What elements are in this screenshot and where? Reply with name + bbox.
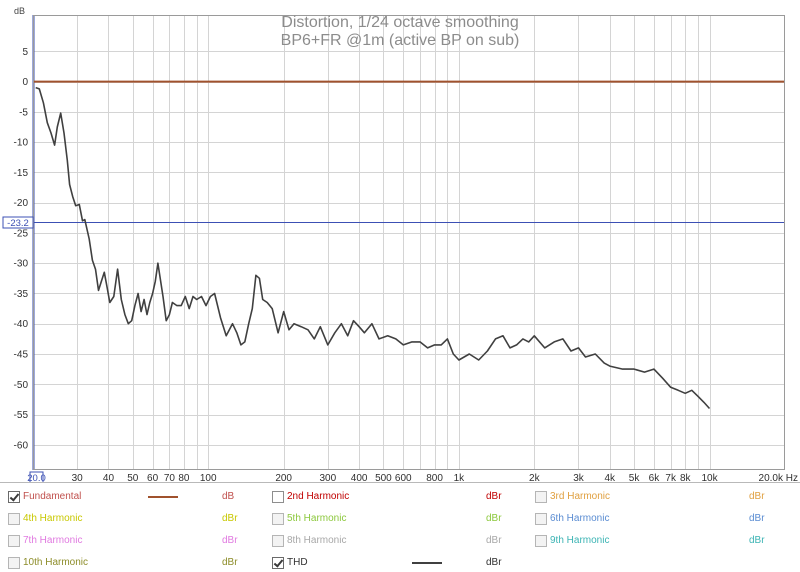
y-tick-label: -20 <box>14 198 29 209</box>
plot-border <box>33 15 785 470</box>
fundamental-checkbox[interactable] <box>8 491 20 503</box>
legend-unit: dBr <box>222 513 238 524</box>
legend-label: 4th Harmonic <box>23 513 83 524</box>
x-tick-label: 100 <box>200 473 217 482</box>
legend-swatch <box>148 496 178 498</box>
legend-panel: Fundamental dB 2nd Harmonic dBr 3rd Harm… <box>0 482 800 571</box>
legend-label: 9th Harmonic <box>550 535 610 546</box>
legend-unit: dBr <box>749 535 765 546</box>
y-axis-unit-label: dB <box>14 6 25 16</box>
legend-label: THD <box>287 557 308 568</box>
y-tick-label: -55 <box>14 410 29 421</box>
x-tick-label: 50 <box>127 473 139 482</box>
y-tick-label: -15 <box>14 168 29 179</box>
legend-item-6th-harmonic[interactable]: 6th Harmonic dBr <box>535 510 785 528</box>
legend-swatch <box>412 562 442 564</box>
y-tick-label: -10 <box>14 138 29 149</box>
legend-unit: dBr <box>749 513 765 524</box>
legend-item-8th-harmonic[interactable]: 8th Harmonic dBr <box>272 532 522 550</box>
legend-label: 5th Harmonic <box>287 513 347 524</box>
x-tick-label: 2k <box>529 473 541 482</box>
8th-harmonic-checkbox[interactable] <box>272 535 284 547</box>
y-tick-label: 0 <box>22 77 28 88</box>
legend-label: 3rd Harmonic <box>550 491 611 502</box>
x-tick-label: 3k <box>573 473 585 482</box>
legend-label: 8th Harmonic <box>287 535 347 546</box>
legend-item-7th-harmonic[interactable]: 7th Harmonic dBr <box>8 532 258 550</box>
x-tick-label: 60 <box>147 473 159 482</box>
x-tick-label: 30 <box>72 473 84 482</box>
x-tick-label: 500 <box>375 473 392 482</box>
plot-area <box>33 15 785 469</box>
legend-item-2nd-harmonic[interactable]: 2nd Harmonic dBr <box>272 488 522 506</box>
y-tick-label: -40 <box>14 319 29 330</box>
legend-item-10th-harmonic[interactable]: 10th Harmonic dBr <box>8 554 258 572</box>
y-axis-tick-labels: 5 0 -5 -10 -15 -20 -25 -30 -35 -40 -45 -50 -55 -60 <box>14 47 29 451</box>
x-tick-label: 600 <box>395 473 412 482</box>
3rd-harmonic-checkbox[interactable] <box>535 491 547 503</box>
x-tick-label: 20.0k Hz <box>759 473 798 482</box>
9th-harmonic-checkbox[interactable] <box>535 535 547 547</box>
x-tick-label: 10k <box>701 473 718 482</box>
chart-subtitle: BP6+FR @1m (active BP on sub) <box>281 32 520 49</box>
cursor-x-readout[interactable]: 20.0 <box>27 471 46 482</box>
legend-unit: dBr <box>222 535 238 546</box>
x-tick-label: 400 <box>351 473 368 482</box>
legend-unit: dBr <box>749 491 765 502</box>
x-tick-label: 200 <box>275 473 292 482</box>
legend-item-3rd-harmonic[interactable]: 3rd Harmonic dBr <box>535 488 785 506</box>
x-tick-label: 80 <box>178 473 190 482</box>
6th-harmonic-checkbox[interactable] <box>535 513 547 525</box>
y-tick-label: -45 <box>14 349 29 360</box>
x-tick-label: 800 <box>426 473 443 482</box>
y-tick-label: -30 <box>14 259 29 270</box>
x-tick-label: 6k <box>649 473 661 482</box>
legend-item-fundamental[interactable]: Fundamental dB <box>8 488 258 506</box>
legend-label: 6th Harmonic <box>550 513 610 524</box>
legend-item-9th-harmonic[interactable]: 9th Harmonic dBr <box>535 532 785 550</box>
legend-label: Fundamental <box>23 491 82 502</box>
y-tick-label: -35 <box>14 289 29 300</box>
legend-item-4th-harmonic[interactable]: 4th Harmonic dBr <box>8 510 258 528</box>
x-tick-label: 8k <box>680 473 692 482</box>
legend-label: 10th Harmonic <box>23 557 89 568</box>
y-tick-label: -50 <box>14 380 29 391</box>
legend-item-thd[interactable]: THD dBr <box>272 554 522 572</box>
series-lines <box>33 80 785 410</box>
x-axis-tick-labels: 30 40 50 60 70 80 100 200 300 400 500 600 800 1k 2k 3k 4… <box>72 473 798 482</box>
legend-unit: dBr <box>486 513 502 524</box>
distortion-chart: 50-5-10-15-20-25-30-35-40-45-50-55-60 30… <box>2 6 798 482</box>
grid <box>33 15 785 469</box>
y-tick-label: -5 <box>19 107 28 118</box>
cursor-y-label: -23.2 <box>7 218 29 229</box>
thd-checkbox[interactable] <box>272 557 284 569</box>
x-tick-label: 7k <box>665 473 677 482</box>
x-tick-label: 40 <box>103 473 115 482</box>
4th-harmonic-checkbox[interactable] <box>8 513 20 525</box>
legend-unit: dBr <box>222 557 238 568</box>
x-tick-label: 4k <box>605 473 617 482</box>
cursor-x-label: 20.0 <box>27 473 46 482</box>
legend-item-5th-harmonic[interactable]: 5th Harmonic dBr <box>272 510 522 528</box>
y-tick-label: -25 <box>14 228 29 239</box>
x-tick-label: 300 <box>319 473 336 482</box>
x-tick-label: 1k <box>454 473 466 482</box>
2nd-harmonic-checkbox[interactable] <box>272 491 284 503</box>
cursor-y-readout[interactable]: -23.2 <box>2 216 34 229</box>
10th-harmonic-checkbox[interactable] <box>8 557 20 569</box>
legend-label: 2nd Harmonic <box>287 491 350 502</box>
5th-harmonic-checkbox[interactable] <box>272 513 284 525</box>
series-line-thd <box>35 86 711 410</box>
chart-title: Distortion, 1/24 octave smoothing <box>281 14 518 31</box>
x-tick-label: 5k <box>629 473 641 482</box>
legend-unit: dB <box>222 491 235 502</box>
y-tick-label: -60 <box>14 440 29 451</box>
x-tick-label: 70 <box>164 473 176 482</box>
legend-unit: dBr <box>486 557 502 568</box>
legend-label: 7th Harmonic <box>23 535 83 546</box>
legend-unit: dBr <box>486 491 502 502</box>
y-tick-label: 5 <box>22 47 28 58</box>
legend-unit: dBr <box>486 535 502 546</box>
7th-harmonic-checkbox[interactable] <box>8 535 20 547</box>
